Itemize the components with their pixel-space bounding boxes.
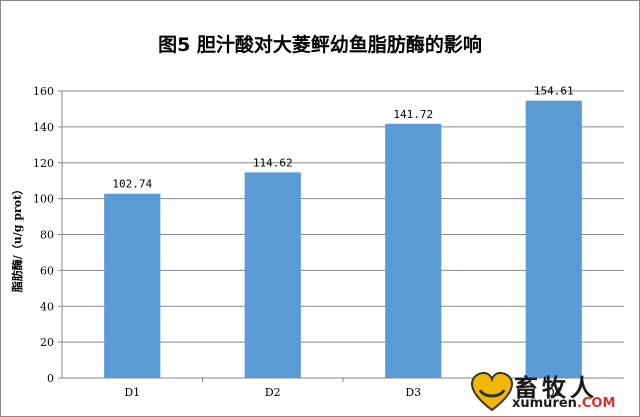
y-tick-label: 60 bbox=[40, 264, 54, 277]
watermark-chinese-text: 畜牧人 bbox=[514, 374, 598, 402]
data-label: 114.62 bbox=[253, 156, 293, 169]
data-label: 102.74 bbox=[112, 178, 152, 191]
x-tick-label: D3 bbox=[405, 386, 421, 399]
y-tick-label: 160 bbox=[33, 85, 54, 98]
x-tick-label: D4 bbox=[546, 386, 562, 399]
bar bbox=[104, 193, 161, 378]
chart-title: 图5 胆汁酸对大菱鲆幼鱼脂肪酶的影响 bbox=[158, 34, 482, 56]
watermark-domain: .COM bbox=[576, 396, 616, 411]
data-label: 141.72 bbox=[393, 108, 433, 121]
y-tick-label: 20 bbox=[40, 336, 54, 349]
y-tick-label: 140 bbox=[33, 121, 54, 134]
y-tick-label: 0 bbox=[47, 372, 54, 385]
watermark-site-name: xumuren bbox=[512, 396, 577, 411]
data-label: 154.61 bbox=[534, 85, 574, 98]
y-tick-label: 100 bbox=[33, 193, 54, 206]
watermark: 畜牧人 xumuren.COM bbox=[470, 372, 635, 412]
bar bbox=[244, 172, 301, 378]
y-tick-label: 120 bbox=[33, 157, 54, 170]
y-axis-label: 脂肪酶/（u/g prot） bbox=[11, 183, 24, 293]
x-tick-label: D2 bbox=[265, 386, 281, 399]
x-tick-label: D1 bbox=[124, 386, 140, 399]
bar bbox=[385, 123, 442, 378]
bar bbox=[525, 100, 582, 379]
y-tick-label: 80 bbox=[40, 229, 54, 242]
y-tick-label: 40 bbox=[40, 300, 54, 313]
heart-logo-icon bbox=[470, 372, 514, 412]
watermark-url: xumuren.COM bbox=[512, 396, 615, 411]
